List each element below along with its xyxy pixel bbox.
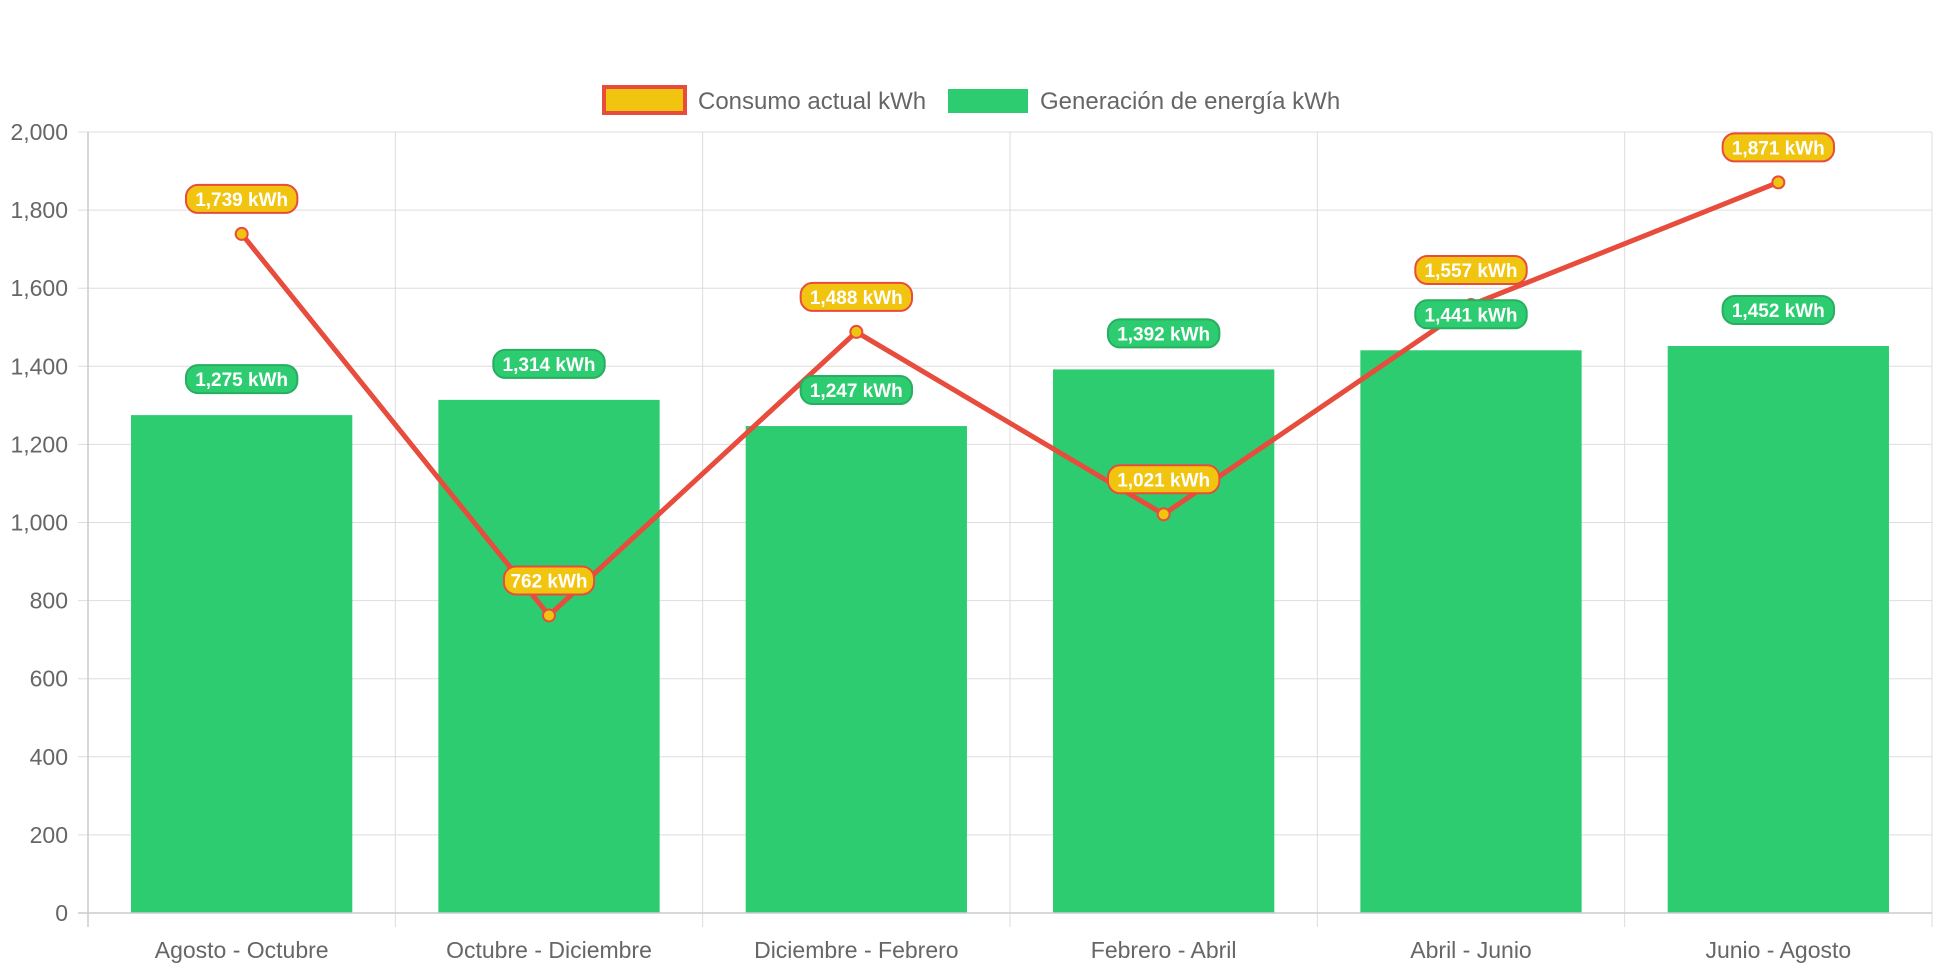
data-label-consumo: 1,557 kWh <box>1414 254 1528 285</box>
data-label-generacion-text: 1,452 kWh <box>1732 301 1825 322</box>
data-label-consumo-text: 1,871 kWh <box>1732 138 1825 159</box>
legend-swatch-consumo[interactable] <box>602 85 687 115</box>
x-tick-label: Diciembre - Febrero <box>754 937 959 963</box>
y-tick-label: 0 <box>55 900 68 926</box>
y-tick-label: 1,200 <box>10 431 68 457</box>
data-label-generacion: 1,441 kWh <box>1414 299 1528 330</box>
x-tick-label: Abril - Junio <box>1410 937 1531 963</box>
data-label-generacion: 1,392 kWh <box>1106 318 1221 349</box>
point-consumo[interactable] <box>234 226 249 241</box>
y-tick-label: 1,800 <box>10 197 68 223</box>
data-label-consumo: 1,739 kWh <box>184 183 299 214</box>
y-tick-label: 1,600 <box>10 275 68 301</box>
x-tick-label: Octubre - Diciembre <box>446 937 652 963</box>
bar-series <box>131 345 1889 913</box>
data-label-consumo-bg <box>184 183 299 214</box>
point-consumo[interactable] <box>542 608 556 623</box>
data-label-generacion-bg <box>1106 318 1221 349</box>
point-consumo[interactable] <box>1771 175 1786 190</box>
data-label-generacion-bg <box>184 364 299 395</box>
point-consumo[interactable] <box>1156 507 1171 522</box>
x-tick-label: Agosto - Octubre <box>155 937 329 963</box>
line-consumo <box>239 180 1780 618</box>
data-label-consumo: 1,021 kWh <box>1106 464 1221 495</box>
y-tick-label: 200 <box>30 822 68 848</box>
data-label-consumo: 1,488 kWh <box>799 281 914 312</box>
x-tick-label: Febrero - Abril <box>1091 937 1237 963</box>
data-label-generacion-bg <box>1721 294 1836 325</box>
data-label-generacion: 1,247 kWh <box>799 375 914 406</box>
data-label-consumo-bg <box>502 565 596 596</box>
legend-label-consumo[interactable]: Consumo actual kWh <box>698 88 926 115</box>
y-tick-label: 800 <box>30 588 68 614</box>
data-label-consumo-bg <box>1106 464 1221 495</box>
bar-generacion[interactable] <box>1053 369 1275 913</box>
data-label-generacion-bg <box>492 348 606 379</box>
data-label-generacion-text: 1,314 kWh <box>503 355 596 376</box>
data-label-generacion-text: 1,441 kWh <box>1425 305 1518 326</box>
y-tick-label: 400 <box>30 744 68 770</box>
data-label-consumo: 1,871 kWh <box>1721 132 1836 163</box>
data-label-generacion-text: 1,275 kWh <box>195 370 288 391</box>
data-label-generacion: 1,452 kWh <box>1721 294 1836 325</box>
data-label-consumo-text: 1,488 kWh <box>810 288 903 309</box>
data-label-generacion-text: 1,392 kWh <box>1117 324 1210 345</box>
data-label-generacion: 1,275 kWh <box>184 364 299 395</box>
data-label-consumo-text: 1,557 kWh <box>1425 261 1518 282</box>
data-labels: 1,275 kWh 1,314 kWh 1,247 kWh 1,392 kWh 1,44… <box>184 132 1836 596</box>
legend[interactable]: Consumo actual kWh Generación de energía… <box>602 85 1340 115</box>
y-tick-label: 1,400 <box>10 353 68 379</box>
legend-swatch-generacion[interactable] <box>948 89 1028 113</box>
data-label-consumo-text: 1,021 kWh <box>1117 470 1210 491</box>
bar-generacion[interactable] <box>438 399 660 913</box>
data-label-generacion-bg <box>1414 299 1528 330</box>
y-tick-label: 600 <box>30 666 68 692</box>
bar-generacion[interactable] <box>1360 350 1582 913</box>
data-label-consumo-bg <box>1721 132 1836 163</box>
grid <box>78 131 1933 927</box>
bar-generacion[interactable] <box>745 426 967 913</box>
bar-generacion[interactable] <box>131 415 353 913</box>
y-tick-label: 1,000 <box>10 510 68 536</box>
point-consumo[interactable] <box>849 324 864 339</box>
data-label-consumo-text: 1,739 kWh <box>195 190 288 211</box>
y-tick-label: 2,000 <box>10 119 68 145</box>
data-label-consumo-text: 762 kWh <box>510 571 587 592</box>
legend-label-generacion[interactable]: Generación de energía kWh <box>1040 88 1340 115</box>
legend-item-generacion[interactable]: Generación de energía kWh <box>948 88 1340 115</box>
data-label-consumo-bg <box>799 281 914 312</box>
axes: 0 200 400 600 800 1,000 1,200 1,400 1,600 1,800 2,… <box>10 119 1932 963</box>
x-tick-label: Junio - Agosto <box>1705 937 1851 963</box>
data-label-generacion: 1,314 kWh <box>492 348 606 379</box>
data-label-consumo-bg <box>1414 254 1528 285</box>
data-label-generacion-bg <box>799 375 914 406</box>
bar-generacion[interactable] <box>1667 345 1889 913</box>
data-label-generacion-text: 1,247 kWh <box>810 381 903 402</box>
data-label-consumo: 762 kWh <box>502 565 596 596</box>
legend-item-consumo[interactable]: Consumo actual kWh <box>602 85 926 115</box>
